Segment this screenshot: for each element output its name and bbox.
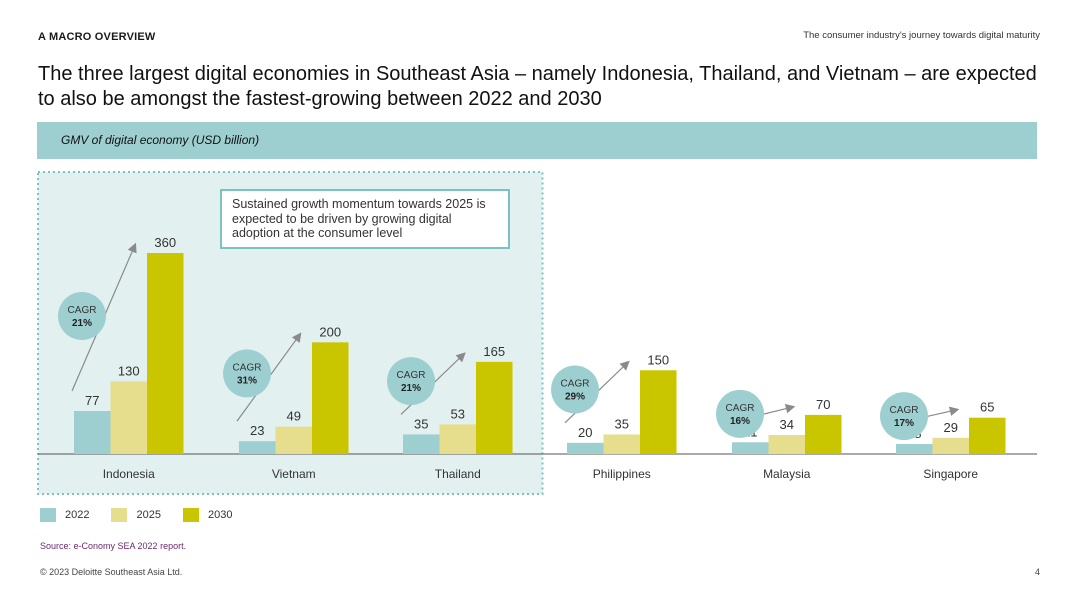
value-label-singapore-2025: 29 [944, 420, 958, 435]
value-label-philippines-2022: 20 [578, 425, 592, 440]
bar-singapore-2025 [932, 437, 969, 454]
section-label: A MACRO OVERVIEW [38, 31, 156, 43]
value-label-indonesia-2022: 77 [85, 393, 99, 408]
bar-vietnam-2025 [275, 426, 312, 454]
bar-singapore-2030 [969, 417, 1006, 454]
cagr-value-singapore: 17% [894, 418, 914, 429]
bar-indonesia-2025 [110, 381, 147, 454]
value-label-vietnam-2030: 200 [319, 324, 341, 339]
value-label-thailand-2030: 165 [483, 344, 505, 359]
cagr-value-philippines: 29% [565, 392, 585, 403]
legend-item-2025: 2025 [111, 508, 161, 522]
bar-malaysia-2030 [805, 414, 842, 454]
cagr-value-indonesia: 21% [72, 318, 92, 329]
cagr-label-singapore: CAGR [890, 405, 919, 416]
bar-thailand-2022 [403, 434, 440, 454]
growth-callout: Sustained growth momentum towards 2025 i… [220, 189, 510, 249]
page-number: 4 [1034, 567, 1040, 577]
cagr-value-vietnam: 31% [237, 375, 257, 386]
category-label-philippines: Philippines [593, 467, 651, 481]
value-label-malaysia-2030: 70 [816, 397, 830, 412]
cagr-value-malaysia: 16% [730, 416, 750, 427]
cagr-bubble-malaysia [716, 389, 764, 438]
bar-malaysia-2022 [732, 442, 769, 454]
bar-vietnam-2022 [239, 441, 276, 454]
cagr-label-philippines: CAGR [561, 379, 590, 390]
cagr-value-thailand: 21% [401, 383, 421, 394]
cagr-bubble-philippines [551, 365, 599, 414]
legend-swatch-2025 [111, 508, 128, 522]
chart-legend: 2022 2025 2030 [40, 508, 254, 522]
gmv-bar-chart: 77 130 360 Indonesia CAGR 21% 23 49 200 Vietnam CA… [37, 171, 1037, 495]
chart-banner-label: GMV of digital economy (USD billion) [61, 133, 260, 147]
bar-singapore-2022 [896, 443, 933, 454]
cagr-label-malaysia: CAGR [726, 403, 755, 414]
bar-thailand-2025 [439, 424, 476, 454]
value-label-thailand-2025: 53 [451, 406, 465, 421]
category-label-indonesia: Indonesia [103, 467, 155, 481]
value-label-philippines-2030: 150 [647, 352, 669, 367]
category-label-vietnam: Vietnam [272, 467, 316, 481]
value-label-philippines-2025: 35 [615, 416, 629, 431]
copyright: © 2023 Deloitte Southeast Asia Ltd. [40, 567, 183, 577]
legend-item-2022: 2022 [40, 508, 89, 522]
source-note: Source: e-Conomy SEA 2022 report. [40, 541, 187, 551]
bar-malaysia-2025 [768, 435, 805, 454]
cagr-label-thailand: CAGR [397, 370, 426, 381]
legend-label-2025: 2025 [136, 509, 161, 521]
value-label-indonesia-2030: 360 [154, 235, 176, 250]
category-label-singapore: Singapore [923, 467, 978, 481]
category-label-thailand: Thailand [435, 467, 481, 481]
bar-philippines-2030 [640, 370, 677, 454]
legend-item-2030: 2030 [182, 508, 233, 522]
category-label-malaysia: Malaysia [763, 467, 811, 481]
cagr-bubble-thailand [387, 357, 435, 406]
legend-swatch-2030 [182, 508, 199, 522]
cagr-bubble-vietnam [223, 349, 271, 398]
report-subtitle: The consumer industry's journey towards … [803, 30, 1040, 41]
bar-indonesia-2022 [74, 411, 111, 454]
bar-philippines-2022 [567, 442, 604, 454]
chart-banner: GMV of digital economy (USD billion) [37, 122, 1037, 159]
legend-label-2030: 2030 [207, 509, 233, 521]
page-headline: The three largest digital economies in S… [38, 63, 1037, 110]
value-label-thailand-2022: 35 [414, 416, 428, 431]
value-label-vietnam-2025: 49 [287, 409, 301, 424]
cagr-label-indonesia: CAGR [68, 305, 97, 316]
value-label-singapore-2030: 65 [980, 400, 994, 415]
cagr-bubble-singapore [880, 392, 928, 441]
value-label-malaysia-2025: 34 [780, 417, 794, 432]
cagr-bubble-indonesia [58, 292, 106, 340]
bar-indonesia-2030 [147, 253, 184, 454]
bar-vietnam-2030 [312, 342, 349, 454]
value-label-vietnam-2022: 23 [250, 423, 264, 438]
cagr-label-vietnam: CAGR [233, 362, 262, 373]
legend-label-2022: 2022 [65, 509, 90, 521]
value-label-indonesia-2025: 130 [118, 363, 140, 378]
legend-swatch-2022 [40, 508, 56, 522]
bar-thailand-2030 [476, 361, 513, 454]
bar-philippines-2025 [603, 434, 640, 454]
